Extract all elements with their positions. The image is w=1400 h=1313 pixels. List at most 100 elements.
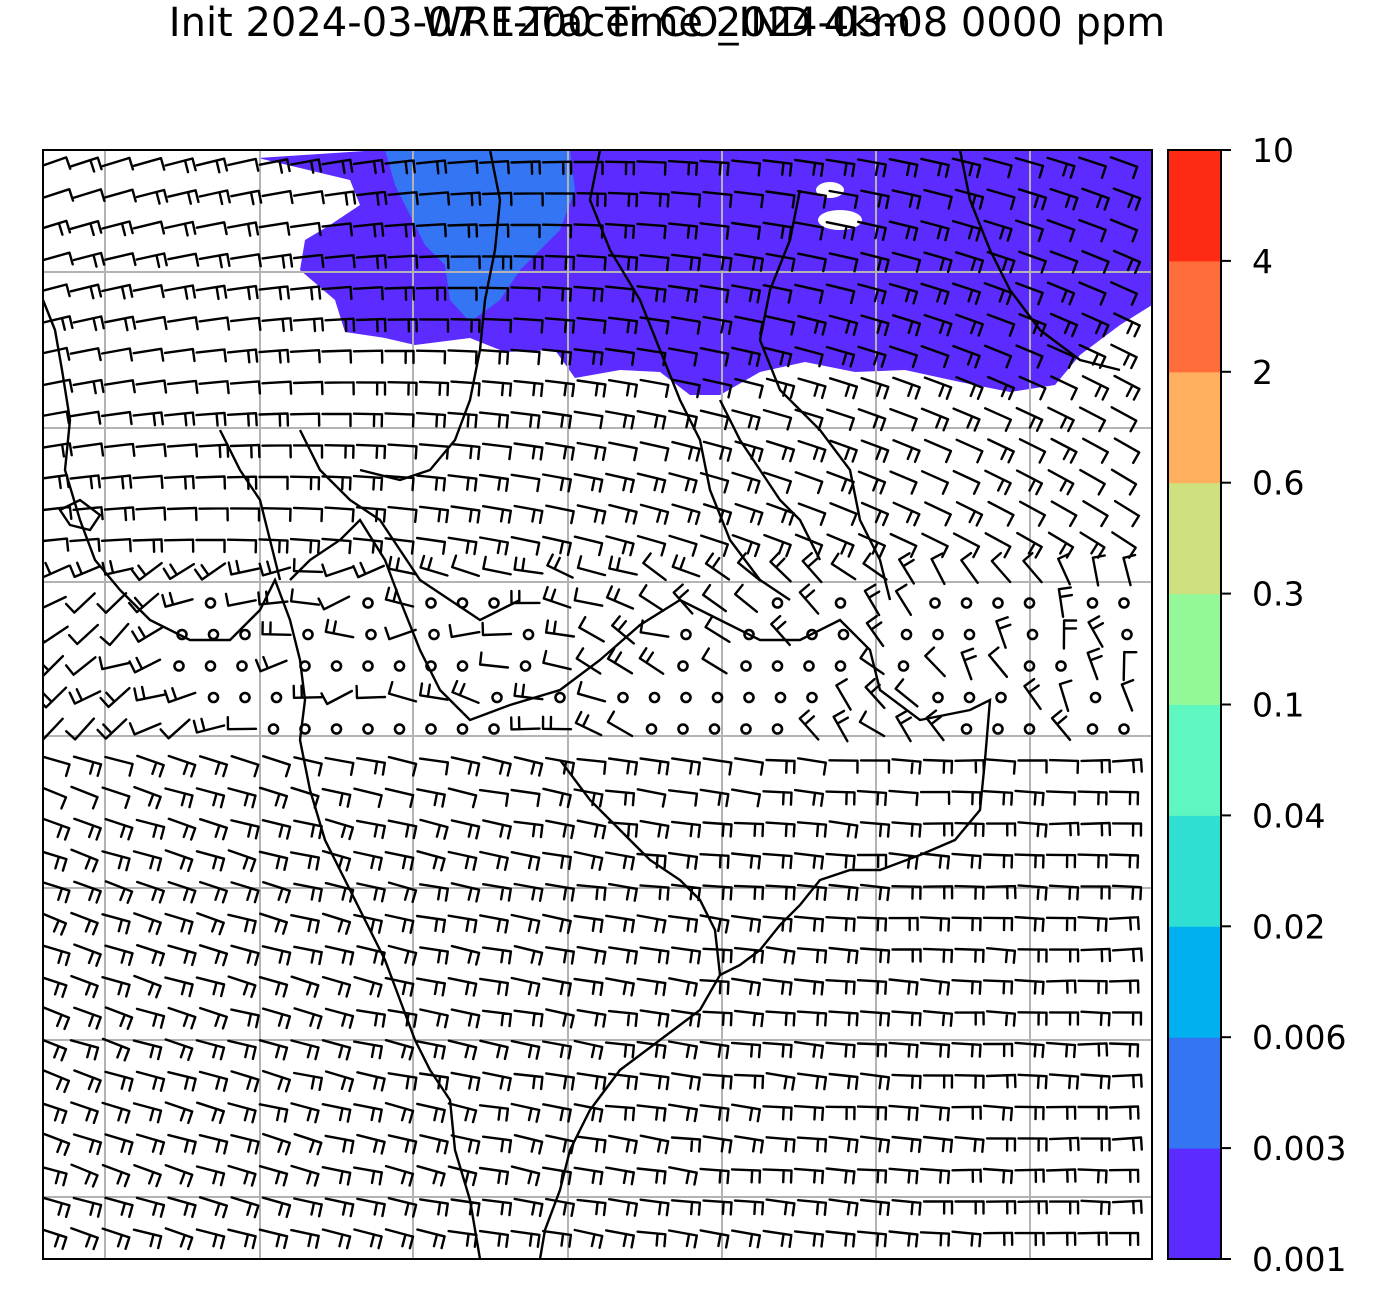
wind-barb xyxy=(43,1069,71,1094)
wind-barb xyxy=(478,286,510,302)
wind-barb xyxy=(919,790,951,806)
wind-barb xyxy=(1048,758,1080,775)
wind-barb xyxy=(103,442,136,457)
wind-barb xyxy=(1077,1105,1108,1121)
wind-barb xyxy=(104,379,136,394)
wind-barb xyxy=(636,160,667,176)
wind-barb xyxy=(1111,1136,1143,1152)
wind-barb xyxy=(324,818,355,841)
wind-barb xyxy=(352,349,384,364)
wind-barb xyxy=(135,1196,166,1218)
wind-barb xyxy=(132,347,165,362)
wind-barb xyxy=(131,626,164,643)
wind-barb xyxy=(101,786,131,809)
wind-barb xyxy=(733,583,759,613)
wind-barb xyxy=(731,1103,761,1123)
wind-barb xyxy=(859,883,891,902)
wind-barb xyxy=(510,286,541,302)
wind-barb xyxy=(919,852,951,870)
wind-barb xyxy=(43,188,75,202)
wind-barb xyxy=(353,1103,383,1123)
wind-barb xyxy=(983,282,1013,306)
wind-barb xyxy=(262,1069,291,1093)
wind-barb xyxy=(639,946,670,965)
wind-barb xyxy=(860,439,890,463)
wind-barb xyxy=(101,283,134,300)
wind-barb xyxy=(128,722,162,736)
wind-barb xyxy=(573,788,604,808)
wind-barb xyxy=(797,190,827,209)
wind-barb xyxy=(544,192,576,207)
wind-barb xyxy=(857,158,887,178)
wind-barb xyxy=(794,408,824,431)
wind-barb xyxy=(164,849,194,873)
wind-barb xyxy=(419,682,449,701)
wind-barb xyxy=(321,563,354,578)
wind-barb xyxy=(856,916,888,932)
wind-barb xyxy=(888,916,919,932)
wind-barb xyxy=(797,314,827,336)
wind-barb xyxy=(576,555,607,577)
wind-barb xyxy=(293,945,323,966)
wind-barb xyxy=(258,475,289,491)
wind-barb xyxy=(952,282,981,305)
wind-barb xyxy=(356,819,386,840)
wind-barb xyxy=(573,1166,604,1186)
wind-barb xyxy=(829,439,858,463)
wind-barb xyxy=(353,787,383,809)
wind-barb xyxy=(671,757,701,776)
wind-barb xyxy=(324,444,355,459)
wind-barb xyxy=(290,1102,320,1124)
calm-wind-circle xyxy=(774,691,787,704)
wind-barb xyxy=(636,285,667,303)
wind-barb xyxy=(352,561,385,579)
wind-barb xyxy=(258,976,289,998)
wind-barb xyxy=(607,757,639,776)
calm-wind-circle xyxy=(362,597,374,609)
wind-barb xyxy=(96,718,128,740)
calm-wind-circle xyxy=(239,628,251,641)
wind-barb xyxy=(352,286,384,301)
wind-barb xyxy=(983,344,1013,369)
wind-barb xyxy=(573,473,604,493)
wind-barb xyxy=(73,943,102,967)
wind-barb xyxy=(604,1104,636,1122)
wind-barb xyxy=(1078,406,1107,433)
wind-barb xyxy=(608,555,638,576)
wind-barb xyxy=(604,1041,636,1059)
wind-barb xyxy=(1018,375,1047,401)
wind-barb xyxy=(1111,1199,1143,1215)
wind-barb xyxy=(924,646,946,678)
wind-barb xyxy=(510,411,541,429)
wind-barb xyxy=(72,378,105,395)
wind-barb xyxy=(64,656,97,676)
wind-barb xyxy=(321,975,352,998)
wind-barb xyxy=(573,850,604,871)
wind-barb xyxy=(418,254,450,270)
colorbar-segment xyxy=(1168,150,1221,262)
colorbar-segment xyxy=(1168,371,1221,484)
wind-barb xyxy=(261,819,292,840)
wind-barb xyxy=(605,977,635,997)
wind-barb xyxy=(1048,884,1080,901)
calm-wind-circle xyxy=(1023,597,1036,609)
wind-barb xyxy=(668,977,698,997)
wind-barb xyxy=(226,284,259,301)
wind-barb xyxy=(857,408,887,432)
wind-barb xyxy=(639,378,670,398)
wind-barb xyxy=(1109,218,1139,243)
wind-barbs xyxy=(43,156,1143,1251)
wind-barb xyxy=(43,378,74,393)
wind-barb xyxy=(763,533,792,558)
wind-barb xyxy=(67,623,99,646)
wind-barb xyxy=(387,191,419,206)
wind-barb xyxy=(825,1105,856,1121)
calm-wind-circle xyxy=(207,628,220,641)
wind-barb xyxy=(856,853,888,869)
wind-barb xyxy=(793,788,825,807)
wind-barb xyxy=(605,851,635,871)
wind-barb xyxy=(1077,853,1108,869)
wind-barb xyxy=(70,785,99,810)
wind-barb xyxy=(478,411,510,429)
